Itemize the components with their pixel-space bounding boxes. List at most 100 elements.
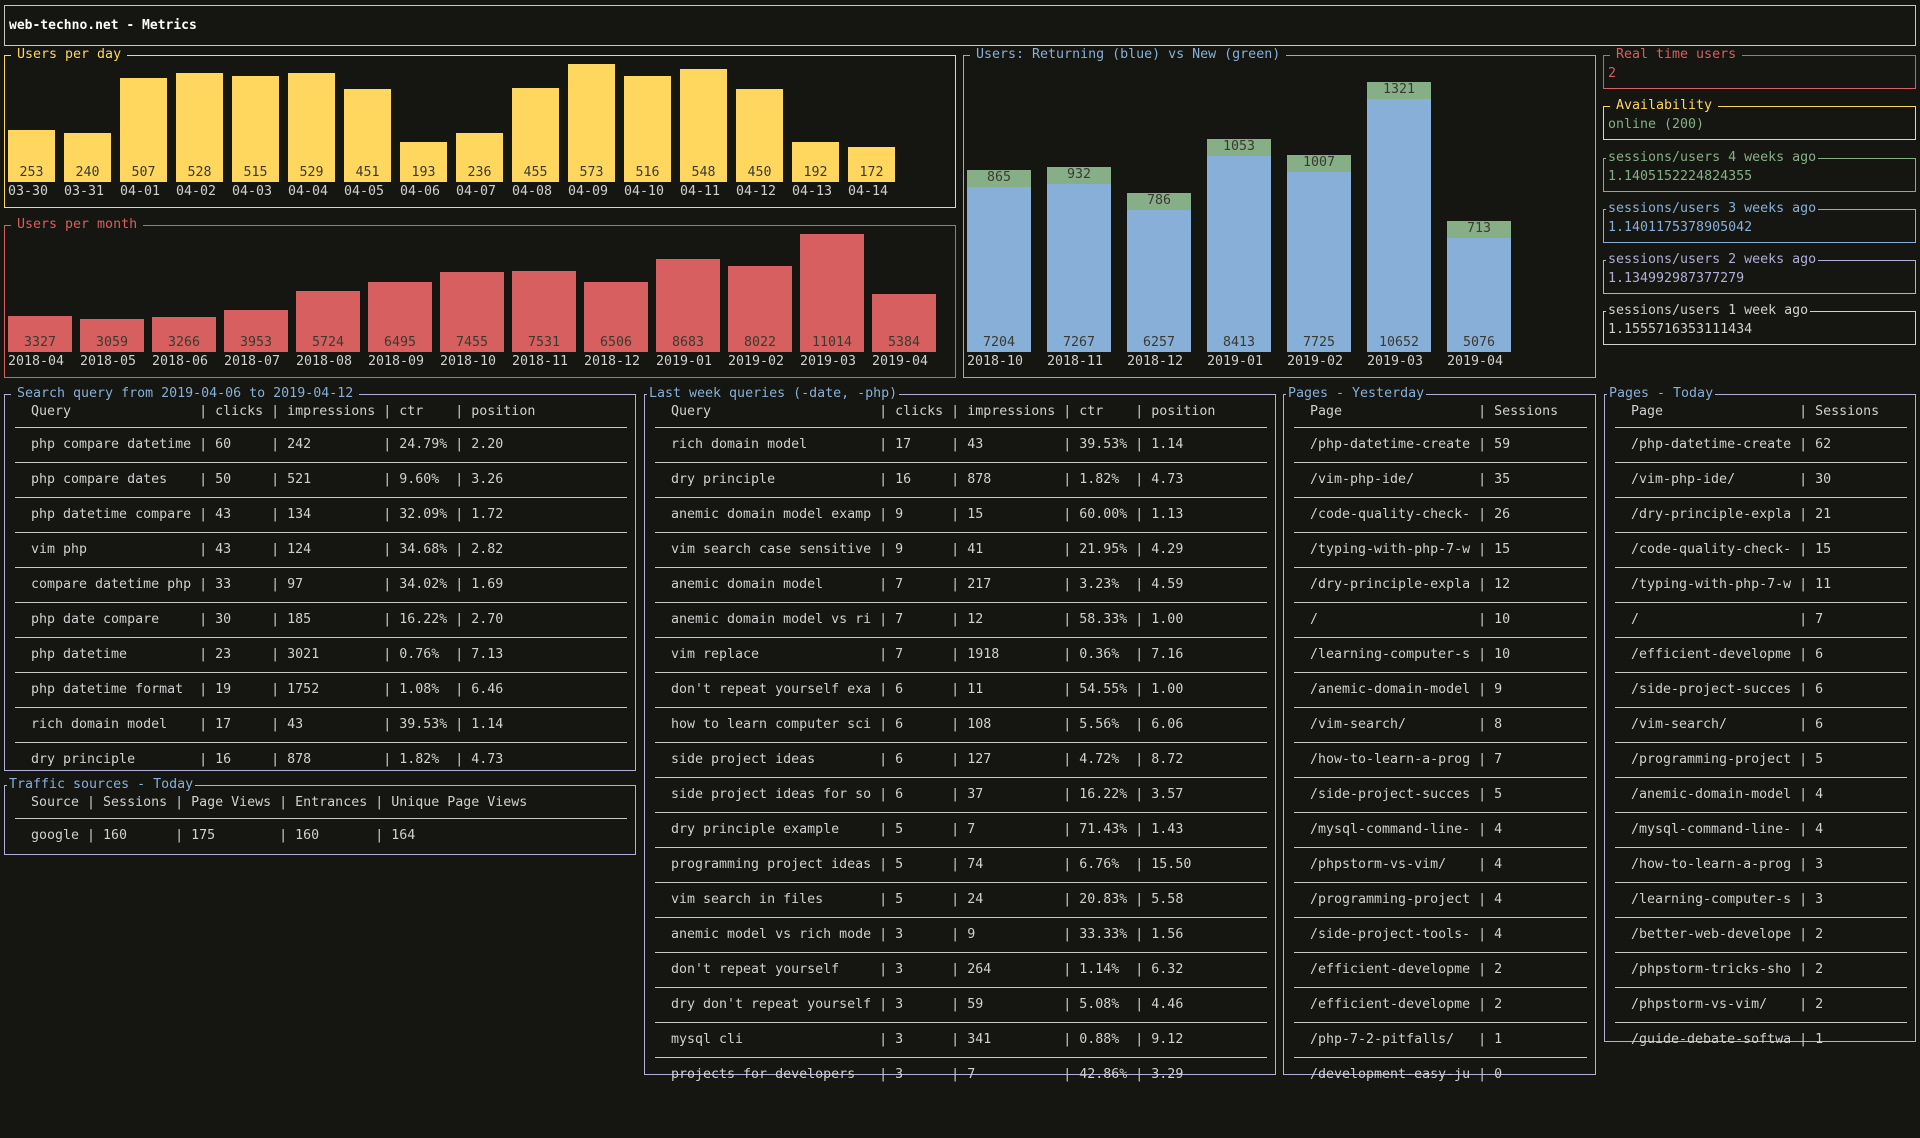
table-row: /vim-php-ide/30 bbox=[1615, 463, 1907, 498]
new-value-label: 865 bbox=[986, 170, 1012, 185]
returning-value-label: 6257 bbox=[1142, 335, 1176, 350]
table-cell: 5.08% bbox=[1063, 988, 1135, 1022]
data-table: Query clicksimpressionsctrposition php com… bbox=[15, 403, 627, 777]
availability-value: online (200) bbox=[1608, 117, 1705, 132]
table-cell: 59 bbox=[1478, 428, 1582, 462]
x-tick-label: 2019-03 bbox=[1367, 354, 1424, 369]
table-cell: 35 bbox=[1478, 463, 1582, 497]
table-cell: 1.72 bbox=[455, 498, 559, 532]
table-cell: rich domain model bbox=[671, 437, 808, 452]
table-cell: 32.09% bbox=[383, 498, 455, 532]
table-cell: 4 bbox=[1799, 778, 1903, 812]
table-cell: 3.23% bbox=[1063, 568, 1135, 602]
table-row: /how-to-learn-a-prog 7 bbox=[1294, 743, 1587, 778]
x-tick-label: 04-02 bbox=[176, 184, 217, 199]
bar-value-label: 8683 bbox=[671, 335, 705, 350]
bar bbox=[288, 73, 335, 182]
panel-title: Last week queries (-date, -php) bbox=[647, 386, 900, 402]
table-cell: /php-datetime-create bbox=[1310, 437, 1471, 452]
table-cell: 7.16 bbox=[1135, 638, 1239, 672]
ratio-value: 1.1401175378905042 bbox=[1608, 220, 1753, 235]
table-row: /mysql-command-line- 4 bbox=[1615, 813, 1907, 848]
table-cell: /dry-principle-expla bbox=[1310, 577, 1471, 592]
table-row: /dry-principle-expla 21 bbox=[1615, 498, 1907, 533]
table-row: /phpstorm-vs-vim/4 bbox=[1294, 848, 1587, 883]
table-cell: 3 bbox=[879, 918, 951, 952]
table-cell: /efficient-developme bbox=[1310, 962, 1471, 977]
column-header: ctr bbox=[1063, 403, 1135, 421]
table-cell: 6 bbox=[879, 743, 951, 777]
table-row: don't repeat yourself 32641.14%6.32 bbox=[655, 953, 1267, 988]
bar bbox=[624, 76, 671, 182]
new-value-label: 713 bbox=[1466, 221, 1492, 236]
table-cell: php datetime compare bbox=[31, 507, 192, 522]
table-row: php compare dates 505219.60%3.26 bbox=[15, 463, 627, 498]
table-cell: /programming-project bbox=[1631, 752, 1792, 767]
returning-vs-new-panel: Users: Returning (blue) vs New (green) 7… bbox=[963, 47, 1596, 378]
table-cell: 1.00 bbox=[1135, 673, 1239, 707]
bar-value-label: 548 bbox=[691, 165, 716, 180]
bar-value-label: 6506 bbox=[599, 335, 633, 350]
table-cell: php compare datetime bbox=[31, 437, 192, 452]
table-cell: 3 bbox=[879, 988, 951, 1022]
column-header: Page Views bbox=[175, 794, 279, 812]
table-cell: 30 bbox=[1799, 463, 1903, 497]
table-cell: /efficient-developme bbox=[1310, 997, 1471, 1012]
table-cell: 4 bbox=[1478, 813, 1582, 847]
new-bar bbox=[1207, 139, 1271, 156]
table-cell: 97 bbox=[271, 568, 383, 602]
table-cell: 39.53% bbox=[383, 708, 455, 742]
bar bbox=[296, 291, 360, 352]
table-cell: anemic model vs rich mode bbox=[671, 927, 872, 942]
table-cell: 21.95% bbox=[1063, 533, 1135, 567]
table-cell: side project ideas bbox=[671, 752, 816, 767]
table-cell: 5 bbox=[879, 813, 951, 847]
table-row: /vim-search/6 bbox=[1615, 708, 1907, 743]
table-cell: 2 bbox=[1799, 988, 1903, 1022]
table-cell: 217 bbox=[951, 568, 1063, 602]
bar-value-label: 450 bbox=[747, 165, 772, 180]
column-header: impressions bbox=[951, 403, 1063, 421]
table-row: vim search case sensitive 94121.95%4.29 bbox=[655, 533, 1267, 568]
x-tick-label: 2019-03 bbox=[800, 354, 857, 369]
table-header-row: Page Sessions bbox=[1615, 403, 1907, 428]
table-row: /programming-project 4 bbox=[1294, 883, 1587, 918]
table-row: dry principle 168781.82%4.73 bbox=[655, 463, 1267, 498]
table-row: side project ideas for so 63716.22%3.57 bbox=[655, 778, 1267, 813]
table-cell: / bbox=[1631, 612, 1640, 627]
table-cell: /anemic-domain-model bbox=[1310, 682, 1471, 697]
table-cell: anemic domain model vs ri bbox=[671, 612, 872, 627]
bar bbox=[456, 133, 503, 182]
table-cell: 60 bbox=[199, 428, 271, 462]
table-cell: 1.43 bbox=[1135, 813, 1239, 847]
table-row: rich domain model 174339.53%1.14 bbox=[15, 708, 627, 743]
table-cell: 9.60% bbox=[383, 463, 455, 497]
bar-value-label: 507 bbox=[131, 165, 156, 180]
table-cell: /code-quality-check- bbox=[1310, 507, 1471, 522]
table-cell: 16.22% bbox=[383, 603, 455, 637]
table-cell: 26 bbox=[1478, 498, 1582, 532]
table-row: /php-datetime-create 59 bbox=[1294, 428, 1587, 463]
bar-value-label: 515 bbox=[243, 165, 268, 180]
table-cell: programming project ideas bbox=[671, 857, 872, 872]
table-row: /code-quality-check- 15 bbox=[1615, 533, 1907, 568]
column-header: clicks bbox=[199, 403, 271, 421]
new-value-label: 1321 bbox=[1382, 82, 1416, 97]
table-cell: 7 bbox=[879, 638, 951, 672]
panel-title: Real time users bbox=[1610, 47, 1743, 63]
table-cell: compare datetime php bbox=[31, 577, 192, 592]
panel-title: Users per month bbox=[11, 217, 144, 233]
table-cell: 5 bbox=[1799, 743, 1903, 777]
bar-value-label: 5724 bbox=[311, 335, 345, 350]
table-cell: dry don't repeat yourself bbox=[671, 997, 872, 1012]
table-row: /vim-php-ide/35 bbox=[1294, 463, 1587, 498]
column-header: Query bbox=[31, 404, 72, 419]
table-cell: 15 bbox=[951, 498, 1063, 532]
x-tick-label: 04-01 bbox=[120, 184, 161, 199]
new-bar bbox=[1047, 167, 1111, 184]
table-cell: 4.73 bbox=[1135, 463, 1239, 497]
column-header: impressions bbox=[271, 403, 383, 421]
table-row: anemic domain model vs ri 71258.33%1.00 bbox=[655, 603, 1267, 638]
table-row: anemic domain model 72173.23%4.59 bbox=[655, 568, 1267, 603]
bar bbox=[728, 266, 792, 352]
